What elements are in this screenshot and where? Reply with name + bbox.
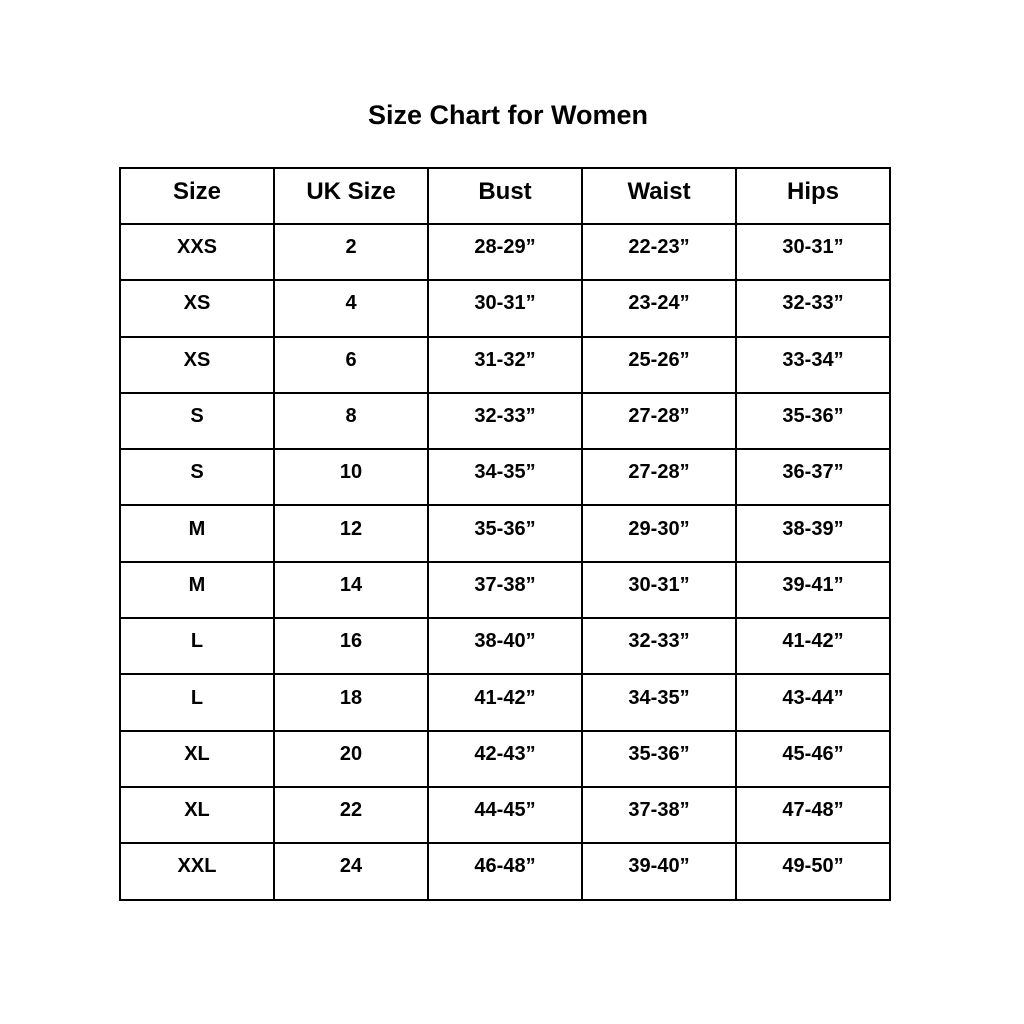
column-header: Size [119, 167, 275, 225]
table-cell: 37-38” [427, 560, 583, 620]
table-row: S 8 32-33” 27-28” 35-36” [119, 391, 891, 451]
table-cell: 22 [273, 785, 429, 845]
table-cell: 32-33” [427, 391, 583, 451]
table-cell: 47-48” [735, 785, 891, 845]
table-cell: XL [119, 729, 275, 788]
table-row: M 12 35-36” 29-30” 38-39” [119, 504, 891, 563]
table-cell: 38-40” [427, 617, 583, 676]
table-cell: 39-41” [735, 560, 891, 620]
table-cell: 49-50” [735, 842, 891, 901]
table-cell: 30-31” [427, 279, 583, 338]
column-header: Bust [427, 167, 583, 225]
table-cell: 43-44” [735, 673, 891, 732]
table-cell: 23-24” [581, 279, 737, 338]
table-cell: 33-34” [735, 335, 891, 394]
table-cell: 31-32” [427, 335, 583, 394]
table-row: L 18 41-42” 34-35” 43-44” [119, 673, 891, 732]
table-cell: 38-39” [735, 504, 891, 563]
table-cell: 8 [273, 391, 429, 451]
table-cell: 12 [273, 504, 429, 563]
column-header: Waist [581, 167, 737, 225]
table-cell: 2 [273, 222, 429, 282]
table-cell: 6 [273, 335, 429, 394]
table-cell: 41-42” [427, 673, 583, 732]
table-cell: 27-28” [581, 391, 737, 451]
table-cell: 32-33” [581, 617, 737, 676]
table-cell: L [119, 673, 275, 732]
table-cell: 42-43” [427, 729, 583, 788]
table-row: XS 4 30-31” 23-24” 32-33” [119, 279, 891, 338]
table-cell: L [119, 617, 275, 676]
table-cell: 35-36” [581, 729, 737, 788]
table-cell: 18 [273, 673, 429, 732]
table-cell: 46-48” [427, 842, 583, 901]
table-cell: 35-36” [735, 391, 891, 451]
table-cell: S [119, 391, 275, 451]
table-row: XS 6 31-32” 25-26” 33-34” [119, 335, 891, 394]
table-cell: XS [119, 335, 275, 394]
table-cell: XS [119, 279, 275, 338]
table-cell: 45-46” [735, 729, 891, 788]
table-cell: 34-35” [427, 448, 583, 507]
table-cell: 20 [273, 729, 429, 788]
table-row: XL 22 44-45” 37-38” 47-48” [119, 785, 891, 845]
table-cell: 14 [273, 560, 429, 620]
table-cell: 27-28” [581, 448, 737, 507]
table-cell: 4 [273, 279, 429, 338]
column-header: Hips [735, 167, 891, 225]
table-cell: 24 [273, 842, 429, 901]
table-cell: 28-29” [427, 222, 583, 282]
table-cell: 35-36” [427, 504, 583, 563]
table-cell: 36-37” [735, 448, 891, 507]
table-cell: XXS [119, 222, 275, 282]
table-cell: 16 [273, 617, 429, 676]
table-cell: S [119, 448, 275, 507]
table-row: XXS 2 28-29” 22-23” 30-31” [119, 222, 891, 282]
table-row: XL 20 42-43” 35-36” 45-46” [119, 729, 891, 788]
table-cell: 41-42” [735, 617, 891, 676]
table-row: M 14 37-38” 30-31” 39-41” [119, 560, 891, 620]
header-row: Size UK Size Bust Waist Hips [119, 167, 891, 225]
table-cell: 34-35” [581, 673, 737, 732]
table-cell: 30-31” [581, 560, 737, 620]
table-cell: XXL [119, 842, 275, 901]
table-cell: M [119, 504, 275, 563]
table-row: S 10 34-35” 27-28” 36-37” [119, 448, 891, 507]
table-cell: 30-31” [735, 222, 891, 282]
table-cell: M [119, 560, 275, 620]
table-row: L 16 38-40” 32-33” 41-42” [119, 617, 891, 676]
table-row: XXL 24 46-48” 39-40” 49-50” [119, 842, 891, 901]
table-cell: 29-30” [581, 504, 737, 563]
table-cell: 10 [273, 448, 429, 507]
table-cell: 44-45” [427, 785, 583, 845]
table-cell: 25-26” [581, 335, 737, 394]
column-header: UK Size [273, 167, 429, 225]
table-cell: 22-23” [581, 222, 737, 282]
table-cell: XL [119, 785, 275, 845]
table-cell: 32-33” [735, 279, 891, 338]
page-title: Size Chart for Women [367, 100, 649, 130]
table-cell: 37-38” [581, 785, 737, 845]
size-chart-table: Size UK Size Bust Waist Hips XXS 2 28-29” 22-23… [119, 167, 891, 901]
table-cell: 39-40” [581, 842, 737, 901]
